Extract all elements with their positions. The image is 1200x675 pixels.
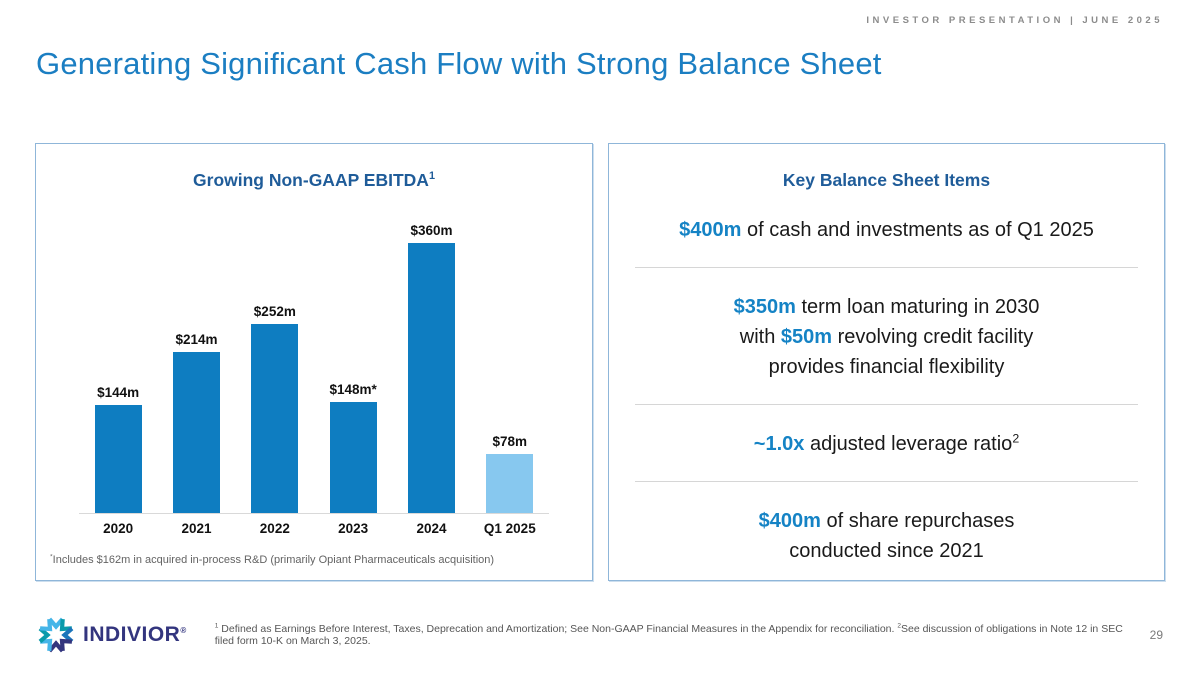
- bar-value-label: $214m: [175, 332, 218, 347]
- balance-item-line: provides financial flexibility: [629, 352, 1144, 382]
- balance-panel-title: Key Balance Sheet Items: [782, 170, 991, 190]
- balance-sheet-panel: Key Balance Sheet Items $400m of cash an…: [608, 143, 1165, 581]
- bar-column-2022: $252m: [236, 304, 314, 513]
- balance-sheet-item: $400m of cash and investments as of Q1 2…: [609, 191, 1164, 267]
- bar: [407, 243, 455, 513]
- bar-column-2024: $360m: [392, 223, 470, 513]
- bar: [94, 405, 142, 513]
- page-number: 29: [1149, 628, 1163, 642]
- text-segment: with: [739, 326, 781, 348]
- text-segment: Defined as Earnings Before Interest, Tax…: [218, 623, 898, 635]
- item-divider: [635, 481, 1138, 482]
- ebitda-chart-panel: Growing Non-GAAP EBITDA1 $144m $214m $252m…: [35, 143, 593, 581]
- balance-sheet-item: ~1.0x adjusted leverage ratio2: [609, 405, 1164, 481]
- highlighted-value: $400m: [758, 510, 821, 532]
- content-panels: Growing Non-GAAP EBITDA1 $144m $214m $252m…: [35, 143, 1165, 581]
- bar-value-label: $252m: [253, 304, 296, 319]
- chart-title-text: Growing Non-GAAP EBITDA: [193, 170, 429, 190]
- x-axis-tick-label: Q1 2025: [483, 521, 536, 536]
- footer-footnote: 1 Defined as Earnings Before Interest, T…: [215, 623, 1134, 647]
- slide-title: Generating Significant Cash Flow with St…: [36, 46, 882, 81]
- slide-footer: INDIVIOR® 1 Defined as Earnings Before I…: [36, 615, 1163, 655]
- footnote-marker: 2: [897, 622, 901, 630]
- bar-column-2021: $214m: [157, 332, 235, 513]
- balance-item-line: ~1.0x adjusted leverage ratio2: [629, 429, 1144, 459]
- text-segment: See discussion of obligations in Note 12…: [214, 623, 1123, 647]
- bar: [486, 454, 534, 513]
- chart-plot-area: $144m $214m $252m $148m* $360m $78m: [79, 201, 549, 513]
- footnote-marker: 1: [214, 622, 219, 630]
- x-axis-tick-label: 2022: [259, 521, 290, 536]
- x-axis-labels: 2020 2021 2022 2023 2024 Q1 2025: [79, 521, 549, 536]
- x-axis-tick-label: 2020: [103, 521, 134, 536]
- balance-item-line: with $50m revolving credit facility: [629, 322, 1144, 352]
- highlighted-value: $50m: [780, 326, 833, 348]
- bar: [172, 352, 220, 513]
- registered-trademark-symbol: ®: [180, 626, 187, 635]
- text-segment: Includes $162m in acquired in-process R&…: [52, 554, 495, 566]
- bar-column-q1-2025: $78m: [471, 434, 549, 513]
- bar-value-label: $78m: [492, 434, 528, 449]
- footnote-marker: *: [50, 553, 53, 561]
- text-segment: provides financial flexibility: [768, 356, 1005, 378]
- text-segment: adjusted leverage ratio: [804, 433, 1013, 455]
- bar-value-label: $148m*: [329, 382, 377, 397]
- item-divider: [635, 404, 1138, 405]
- chart-title-footnote-marker: 1: [428, 170, 435, 183]
- balance-sheet-items: $400m of cash and investments as of Q1 2…: [609, 191, 1164, 588]
- text-segment: term loan maturing in 2030: [795, 296, 1040, 318]
- text-segment: conducted since 2021: [789, 540, 984, 562]
- text-segment: of share repurchases: [820, 510, 1015, 532]
- highlighted-value: $350m: [733, 296, 796, 318]
- highlighted-value: $400m: [679, 219, 742, 241]
- x-axis-line: [79, 513, 549, 514]
- indivior-logo: INDIVIOR®: [36, 615, 187, 655]
- balance-item-line: $400m of share repurchases: [629, 506, 1144, 536]
- x-axis-tick-label: 2024: [416, 521, 447, 536]
- item-divider: [635, 267, 1138, 268]
- indivior-snowflake-icon: [38, 617, 74, 653]
- x-axis-tick-label: 2021: [181, 521, 212, 536]
- balance-item-line: conducted since 2021: [629, 536, 1144, 566]
- balance-item-line: $400m of cash and investments as of Q1 2…: [629, 215, 1144, 245]
- bar-column-2023: $148m*: [314, 382, 392, 513]
- x-axis-tick-label: 2023: [338, 521, 369, 536]
- chart-title: Growing Non-GAAP EBITDA1: [36, 170, 592, 191]
- text-segment: of cash and investments as of Q1 2025: [741, 219, 1094, 241]
- bar-column-2020: $144m: [79, 385, 157, 513]
- highlighted-value: ~1.0x: [753, 433, 805, 455]
- text-segment: revolving credit facility: [832, 326, 1034, 348]
- indivior-logo-text: INDIVIOR®: [83, 623, 187, 646]
- bar-value-label: $144m: [97, 385, 140, 400]
- balance-sheet-item: $400m of share repurchases conducted sinc…: [609, 482, 1164, 588]
- balance-sheet-item: $350m term loan maturing in 2030 with $50…: [609, 268, 1164, 404]
- balance-item-line: $350m term loan maturing in 2030: [629, 292, 1144, 322]
- bar: [329, 402, 377, 513]
- presentation-header-label: INVESTOR PRESENTATION | JUNE 2025: [866, 15, 1163, 26]
- bar: [251, 324, 299, 513]
- ebitda-bar-chart: $144m $214m $252m $148m* $360m $78m 2020 2021 2…: [79, 201, 549, 536]
- footnote-marker: 2: [1012, 431, 1020, 446]
- chart-footnote: *Includes $162m in acquired in-process R…: [50, 553, 495, 566]
- bar-value-label: $360m: [410, 223, 453, 238]
